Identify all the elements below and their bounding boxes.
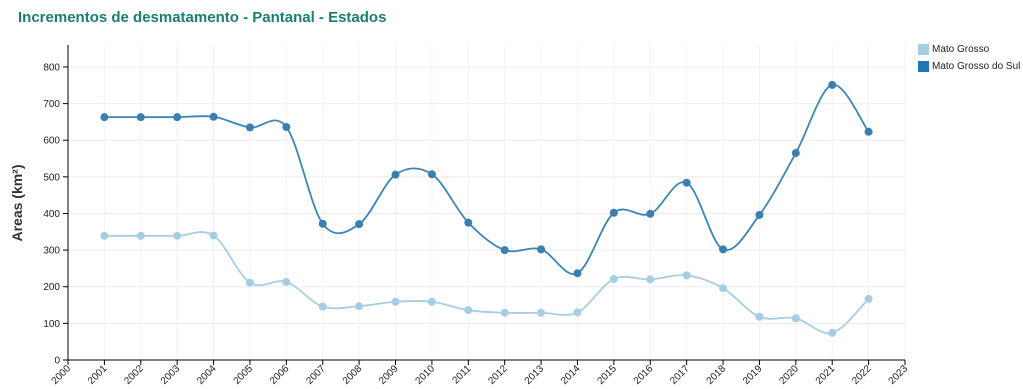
data-point-mato-grosso[interactable] [391, 297, 400, 306]
y-tick-label: 500 [43, 172, 60, 183]
chart-title: Incrementos de desmatamento - Pantanal -… [18, 9, 387, 26]
data-point-mato-grosso[interactable] [791, 314, 800, 323]
data-point-mato-grosso[interactable] [864, 294, 873, 303]
y-tick-label: 600 [43, 136, 60, 147]
x-tick-label: 2013 [523, 363, 547, 387]
data-point-mato-grosso[interactable] [464, 306, 473, 315]
legend-item-mato-grosso-do-sul[interactable]: Mato Grosso do Sul [918, 58, 1020, 75]
y-tick-label: 0 [54, 356, 60, 367]
series-mato-grosso-do-sul [100, 80, 873, 278]
data-point-mato-grosso-do-sul[interactable] [391, 170, 400, 179]
x-tick-label: 2016 [632, 363, 656, 387]
data-point-mato-grosso[interactable] [245, 278, 254, 287]
legend-swatch [918, 61, 929, 72]
data-point-mato-grosso[interactable] [573, 308, 582, 317]
x-tick-label: 2005 [232, 363, 256, 387]
data-point-mato-grosso-do-sul[interactable] [828, 80, 837, 89]
x-tick-label: 2007 [304, 363, 328, 387]
data-point-mato-grosso[interactable] [828, 328, 837, 337]
y-axis-label: Areas (km²) [9, 164, 25, 241]
y-tick-label: 100 [43, 319, 60, 330]
x-tick-label: 2011 [450, 363, 473, 386]
data-point-mato-grosso-do-sul[interactable] [427, 170, 436, 179]
data-point-mato-grosso[interactable] [609, 275, 618, 284]
data-point-mato-grosso[interactable] [500, 308, 509, 317]
data-point-mato-grosso-do-sul[interactable] [791, 149, 800, 158]
data-point-mato-grosso[interactable] [282, 277, 291, 286]
x-tick-label: 2009 [377, 363, 401, 387]
x-tick-label: 2003 [159, 363, 183, 387]
x-tick-label: 2010 [414, 363, 438, 387]
legend-swatch [918, 44, 929, 55]
x-tick-label: 2000 [50, 363, 74, 387]
data-point-mato-grosso[interactable] [209, 231, 218, 240]
data-point-mato-grosso-do-sul[interactable] [100, 113, 109, 122]
x-tick-label: 2019 [741, 363, 765, 387]
data-point-mato-grosso-do-sul[interactable] [282, 123, 291, 132]
legend-label: Mato Grosso do Sul [932, 61, 1021, 72]
x-tick-label: 2008 [341, 363, 365, 387]
data-point-mato-grosso-do-sul[interactable] [318, 219, 327, 228]
data-point-mato-grosso-do-sul[interactable] [500, 246, 509, 255]
series-mato-grosso [100, 231, 873, 337]
series-group [100, 80, 873, 337]
x-tick-label: 2023 [887, 363, 911, 387]
data-point-mato-grosso-do-sul[interactable] [682, 178, 691, 187]
data-point-mato-grosso[interactable] [537, 308, 546, 317]
data-point-mato-grosso[interactable] [136, 231, 145, 240]
data-point-mato-grosso-do-sul[interactable] [173, 113, 182, 122]
data-point-mato-grosso-do-sul[interactable] [136, 113, 145, 122]
data-point-mato-grosso-do-sul[interactable] [864, 127, 873, 136]
x-tick-label: 2020 [777, 363, 801, 387]
x-tick-label: 2022 [850, 363, 874, 387]
x-tick-label: 2006 [268, 363, 292, 387]
x-tick-label: 2017 [668, 363, 692, 387]
data-point-mato-grosso[interactable] [682, 271, 691, 280]
y-tick-label: 700 [43, 99, 60, 110]
x-tick-label: 2012 [486, 363, 510, 387]
x-tick-label: 2021 [814, 363, 838, 387]
data-point-mato-grosso[interactable] [755, 312, 764, 321]
series-line-mato-grosso-do-sul [104, 84, 870, 275]
data-point-mato-grosso-do-sul[interactable] [719, 245, 728, 254]
data-point-mato-grosso-do-sul[interactable] [537, 245, 546, 254]
data-point-mato-grosso-do-sul[interactable] [209, 112, 218, 121]
series-line-mato-grosso [104, 231, 870, 335]
data-point-mato-grosso[interactable] [318, 302, 327, 311]
data-point-mato-grosso[interactable] [100, 231, 109, 240]
data-point-mato-grosso[interactable] [646, 275, 655, 284]
y-tick-label: 800 [43, 62, 60, 73]
y-tick-label: 300 [43, 246, 60, 257]
y-tick-label: 400 [43, 209, 60, 220]
data-point-mato-grosso[interactable] [355, 302, 364, 311]
y-tick-label: 200 [43, 282, 60, 293]
axes: 0 100 200 300 400 500 600 700 800 2000 2001 2002 200… [43, 45, 910, 387]
legend-item-mato-grosso[interactable]: Mato Grosso [918, 41, 1020, 58]
legend: Mato Grosso Mato Grosso do Sul [918, 41, 1020, 75]
x-tick-label: 2015 [595, 363, 619, 387]
x-tick-label: 2018 [705, 363, 729, 387]
data-point-mato-grosso-do-sul[interactable] [646, 209, 655, 218]
data-point-mato-grosso[interactable] [427, 297, 436, 306]
legend-label: Mato Grosso [932, 44, 990, 55]
x-tick-label: 2001 [86, 363, 110, 387]
data-point-mato-grosso[interactable] [719, 284, 728, 293]
x-tick-label: 2002 [122, 363, 146, 387]
data-point-mato-grosso-do-sul[interactable] [573, 269, 582, 278]
x-tick-label: 2004 [195, 363, 219, 387]
data-point-mato-grosso-do-sul[interactable] [755, 210, 764, 219]
x-tick-label: 2014 [559, 363, 583, 387]
data-point-mato-grosso-do-sul[interactable] [464, 218, 473, 227]
data-point-mato-grosso-do-sul[interactable] [609, 208, 618, 217]
data-point-mato-grosso-do-sul[interactable] [245, 123, 254, 132]
data-point-mato-grosso[interactable] [173, 231, 182, 240]
data-point-mato-grosso-do-sul[interactable] [355, 220, 364, 229]
